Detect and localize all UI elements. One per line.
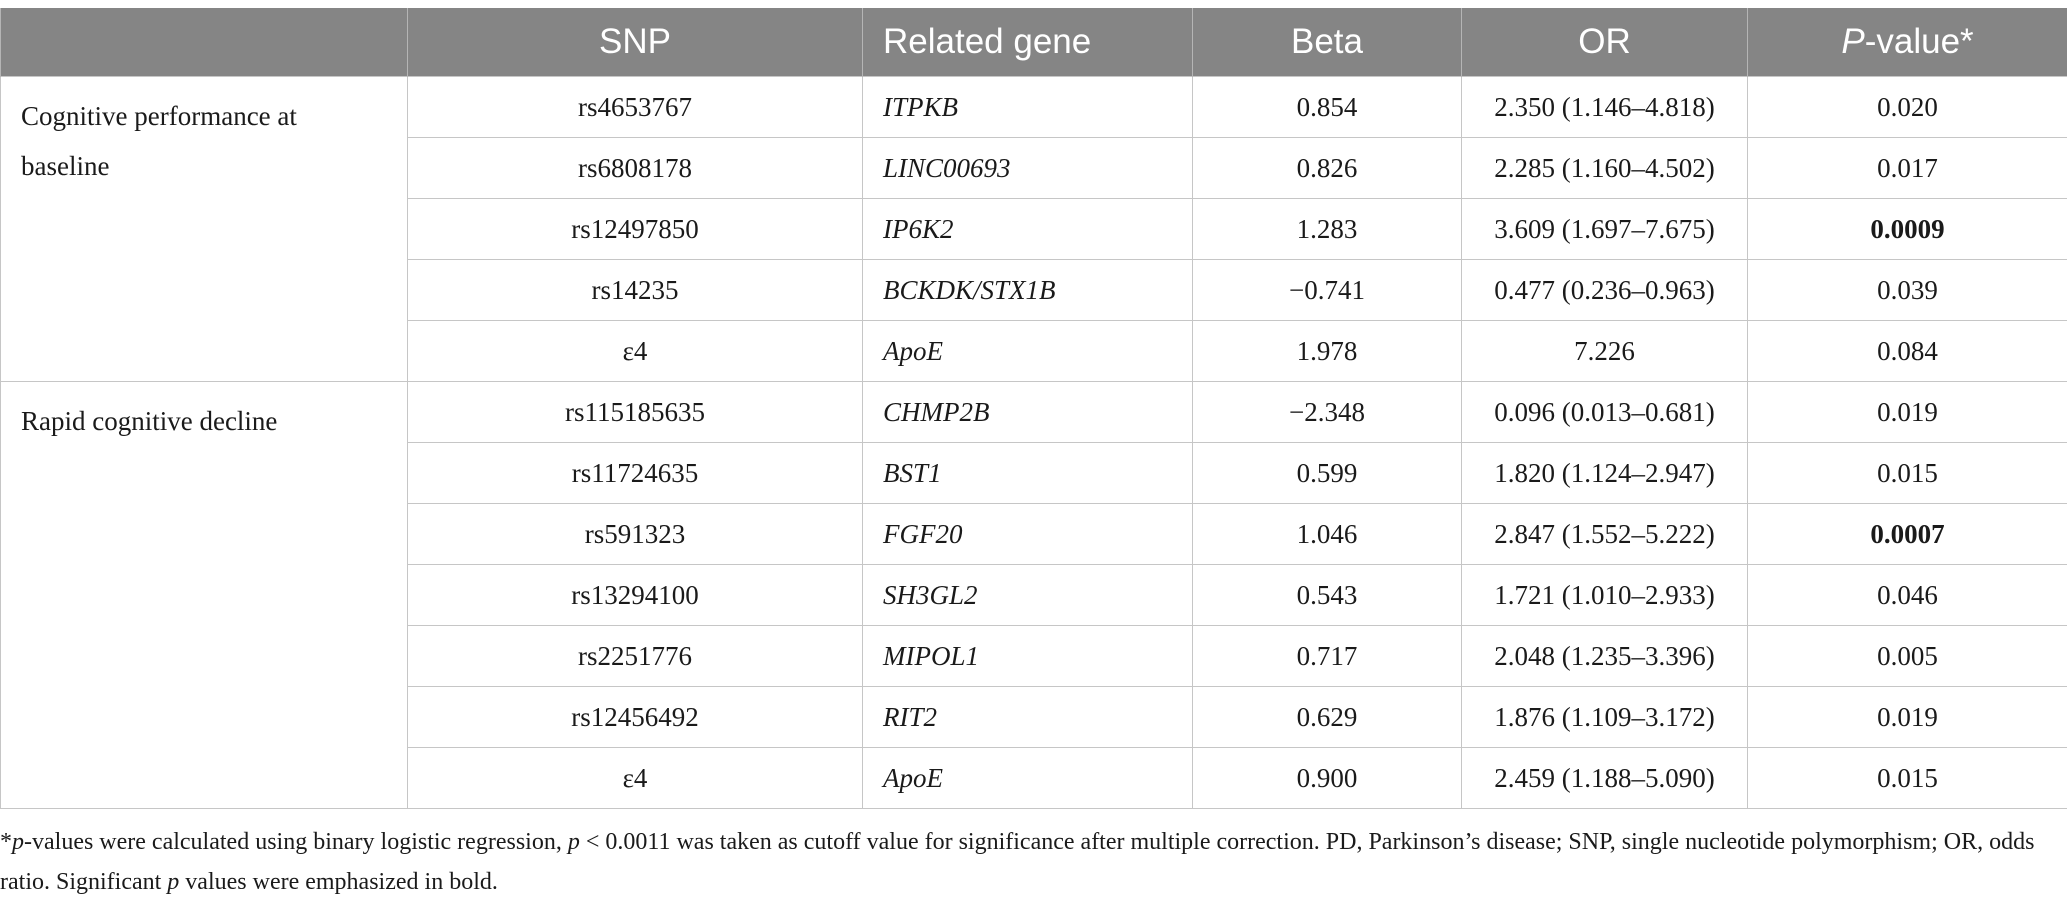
beta-cell: −0.741 [1192,259,1462,321]
snp-cell: rs12497850 [407,198,863,260]
table-row: Cognitive performance at baseline rs46537… [0,76,2067,382]
p-value-cell: 0.084 [1747,320,2067,382]
p-value-cell: 0.005 [1747,625,2067,687]
beta-cell: 0.900 [1192,747,1462,809]
p-value-cell: 0.020 [1747,76,2067,138]
gene-cell: ITPKB [862,76,1193,138]
header-p-value: P-value* [1747,8,2067,77]
snp-cell: ε4 [407,320,863,382]
snp-cell: rs115185635 [407,381,863,443]
gene-cell: IP6K2 [862,198,1193,260]
p-value-cell: 0.017 [1747,137,2067,199]
footnote-text-1: -values were calculated using binary log… [24,829,568,855]
or-cell: 1.721 (1.010–2.933) [1461,564,1748,626]
footnote-p-symbol: p [167,869,180,895]
table-row: rs12456492 RIT2 0.629 1.876 (1.109–3.172) 0.… [1,686,2067,748]
or-cell: 3.609 (1.697–7.675) [1461,198,1748,260]
snp-cell: rs12456492 [407,686,863,748]
gene-cell: LINC00693 [862,137,1193,199]
table-body: Cognitive performance at baseline rs46537… [0,76,2067,809]
beta-cell: 0.599 [1192,442,1462,504]
or-cell: 2.847 (1.552–5.222) [1461,503,1748,565]
footnote-text-3: values were emphasized in bold. [179,869,498,895]
table-row: rs2251776 MIPOL1 0.717 2.048 (1.235–3.396) 0… [1,625,2067,687]
table-row: rs591323 FGF20 1.046 2.847 (1.552–5.222) 0.0… [1,503,2067,565]
snp-cell: rs2251776 [407,625,863,687]
header-p-value-rest: -value* [1864,22,1974,61]
footnote-text-2: < 0.0011 was taken as cutoff value for s… [0,829,2035,895]
p-value-cell: 0.0007 [1747,503,2067,565]
or-cell: 0.477 (0.236–0.963) [1461,259,1748,321]
table-row: Rapid cognitive decline rs115185635 CHMP2B… [0,381,2067,809]
header-snp: SNP [407,8,863,77]
gene-cell: CHMP2B [862,381,1193,443]
snp-cell: rs591323 [407,503,863,565]
gene-cell: ApoE [862,747,1193,809]
group-label: Cognitive performance at baseline [0,76,408,382]
table-row: rs12497850 IP6K2 1.283 3.609 (1.697–7.675) 0… [1,198,2067,260]
table-row: rs14235 BCKDK/STX1B −0.741 0.477 (0.236–0.9… [1,259,2067,321]
footnote-star: * [0,829,12,855]
beta-cell: 1.978 [1192,320,1462,382]
table-row: rs11724635 BST1 0.599 1.820 (1.124–2.947) 0.… [1,442,2067,504]
table-row: rs13294100 SH3GL2 0.543 1.721 (1.010–2.933)… [1,564,2067,626]
p-value-cell: 0.039 [1747,259,2067,321]
snp-cell: rs11724635 [407,442,863,504]
p-value-cell: 0.019 [1747,381,2067,443]
table-row: ε4 ApoE 0.900 2.459 (1.188–5.090) 0.015 [1,747,2067,809]
p-value-cell: 0.015 [1747,747,2067,809]
p-value-cell: 0.046 [1747,564,2067,626]
or-cell: 0.096 (0.013–0.681) [1461,381,1748,443]
snp-cell: rs4653767 [407,76,863,138]
snp-cell: rs14235 [407,259,863,321]
footnote-p-symbol: p [567,829,580,855]
snp-cell: ε4 [407,747,863,809]
header-or: OR [1461,8,1748,77]
or-cell: 7.226 [1461,320,1748,382]
p-value-cell: 0.019 [1747,686,2067,748]
table-row: ε4 ApoE 1.978 7.226 0.084 [1,320,2067,382]
gene-cell: BST1 [862,442,1193,504]
gene-cell: MIPOL1 [862,625,1193,687]
beta-cell: 1.283 [1192,198,1462,260]
beta-cell: 0.717 [1192,625,1462,687]
beta-cell: 1.046 [1192,503,1462,565]
beta-cell: 0.826 [1192,137,1462,199]
beta-cell: 0.854 [1192,76,1462,138]
beta-cell: 0.543 [1192,564,1462,626]
or-cell: 2.350 (1.146–4.818) [1461,76,1748,138]
snp-cell: rs6808178 [407,137,863,199]
snp-association-table: SNP Related gene Beta OR P-value* Cognit… [0,8,2067,809]
header-related-gene: Related gene [862,8,1193,77]
footnote-p-symbol: p [12,829,24,855]
gene-cell: SH3GL2 [862,564,1193,626]
header-group [0,8,408,77]
gene-cell: BCKDK/STX1B [862,259,1193,321]
gene-cell: RIT2 [862,686,1193,748]
table-header: SNP Related gene Beta OR P-value* [0,8,2067,77]
beta-cell: 0.629 [1192,686,1462,748]
p-value-cell: 0.015 [1747,442,2067,504]
or-cell: 2.285 (1.160–4.502) [1461,137,1748,199]
header-p-value-italic: P [1841,22,1865,61]
gene-cell: FGF20 [862,503,1193,565]
or-cell: 2.048 (1.235–3.396) [1461,625,1748,687]
or-cell: 1.820 (1.124–2.947) [1461,442,1748,504]
or-cell: 1.876 (1.109–3.172) [1461,686,1748,748]
table-footnote: *p-values were calculated using binary l… [0,822,2050,902]
header-beta: Beta [1192,8,1462,77]
header-row: SNP Related gene Beta OR P-value* [0,8,2067,77]
beta-cell: −2.348 [1192,381,1462,443]
gene-cell: ApoE [862,320,1193,382]
or-cell: 2.459 (1.188–5.090) [1461,747,1748,809]
p-value-cell: 0.0009 [1747,198,2067,260]
group-label: Rapid cognitive decline [0,381,408,809]
snp-cell: rs13294100 [407,564,863,626]
